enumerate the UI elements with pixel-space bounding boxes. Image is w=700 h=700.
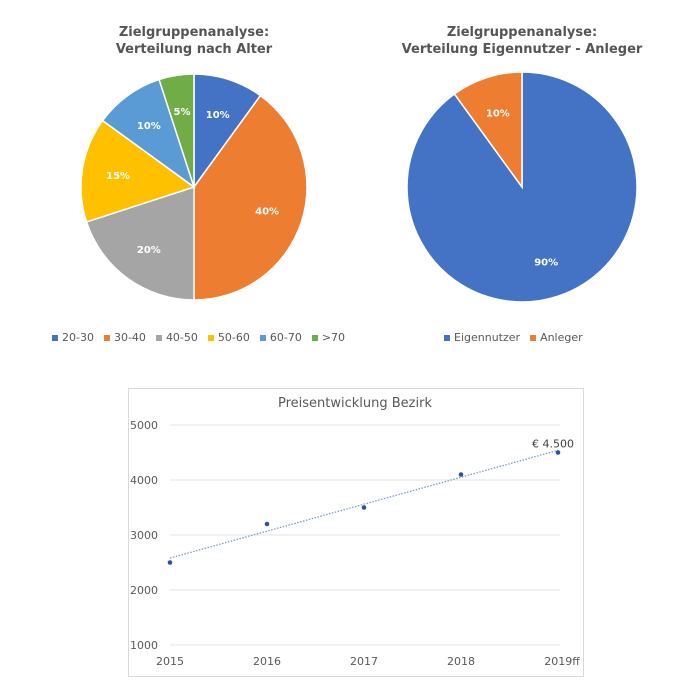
legend-label: Anleger: [540, 331, 583, 344]
pie1-legend: 20-30 30-40 40-50 50-60 60-70 >70: [52, 331, 345, 344]
line-chart-frame: [128, 388, 584, 677]
legend-item: 50-60: [207, 331, 250, 344]
y-tick-label: 2000: [130, 584, 158, 597]
data-point-2016: [264, 521, 270, 527]
pie1-data-label: 15%: [106, 171, 130, 182]
legend-swatch: [103, 334, 110, 341]
data-point-2017: [361, 505, 367, 510]
pie1-data-label: 10%: [137, 121, 161, 132]
pie2-slice-Eigennutzer: [406, 71, 638, 303]
pie2-title: Zielgruppenanalyse: Verteilung Eigennutz…: [392, 24, 652, 58]
x-tick-label: 2019ff: [544, 655, 580, 668]
legend-label: 60-70: [269, 331, 302, 344]
pie2-title-line2: Verteilung Eigennutzer - Anleger: [401, 42, 643, 57]
last-value-annotation: € 4.500: [532, 438, 574, 451]
legend-label: 30-40: [113, 331, 146, 344]
legend-item: Anleger: [530, 331, 583, 344]
y-tick-label: 1000: [130, 639, 158, 652]
legend-label: Eigennutzer: [454, 331, 521, 344]
legend-item: 40-50: [155, 331, 198, 344]
legend-swatch: [259, 334, 266, 341]
x-tick-label: 2016: [253, 655, 281, 668]
pie1-slice->70: [158, 73, 195, 188]
pie1-title: Zielgruppenanalyse: Verteilung nach Alte…: [84, 24, 304, 58]
pie1-slice-60-70: [101, 78, 196, 189]
y-tick-label: 3000: [130, 529, 158, 542]
legend-item: Eigennutzer: [444, 331, 520, 344]
pie1-data-label: 40%: [255, 207, 279, 218]
legend-swatch: [52, 334, 58, 341]
legend-swatch: [311, 334, 318, 341]
legend-swatch: [207, 334, 214, 341]
pie1-data-label: 10%: [206, 110, 230, 121]
x-tick-label: 2017: [350, 655, 378, 668]
legend-swatch: [530, 334, 537, 341]
pie2-data-label: 10%: [486, 109, 510, 120]
y-tick-label: 4000: [130, 474, 158, 487]
data-point-2019ff: [555, 450, 561, 455]
data-point-2015: [167, 560, 173, 565]
pie1-title-line2: Verteilung nach Alter: [115, 42, 273, 57]
legend-label: 20-30: [62, 331, 94, 344]
pie2-data-label: 90%: [534, 257, 558, 268]
pie2-legend: Eigennutzer Anleger: [444, 331, 583, 344]
legend-swatch: [155, 334, 162, 341]
legend-item: 60-70: [259, 331, 302, 344]
legend-label: 40-50: [165, 331, 198, 344]
pie1-data-label: 5%: [173, 107, 190, 118]
x-tick-label: 2015: [156, 655, 184, 668]
pie2-slice-Anleger: [453, 71, 523, 190]
legend-label: >70: [321, 331, 346, 344]
legend-label: 50-60: [217, 331, 250, 344]
legend-swatch: [444, 334, 450, 341]
line-chart-title: Preisentwicklung Bezirk: [277, 396, 432, 411]
pie1-slice-20-30: [193, 73, 262, 190]
pie1-data-label: 20%: [137, 245, 161, 256]
data-point-2018: [458, 472, 464, 477]
x-tick-label: 2018: [447, 655, 475, 668]
pie1-slice-50-60: [80, 119, 196, 223]
pie2-title-line1: Zielgruppenanalyse:: [446, 25, 598, 40]
legend-item: 20-30: [52, 331, 94, 344]
y-tick-label: 5000: [130, 419, 158, 432]
trendline: [169, 449, 559, 559]
legend-item: 30-40: [103, 331, 146, 344]
pie1-slice-30-40: [193, 94, 308, 301]
pie1-title-line1: Zielgruppenanalyse:: [118, 25, 270, 40]
pie1-slice-40-50: [85, 185, 195, 301]
legend-item: >70: [311, 331, 346, 344]
